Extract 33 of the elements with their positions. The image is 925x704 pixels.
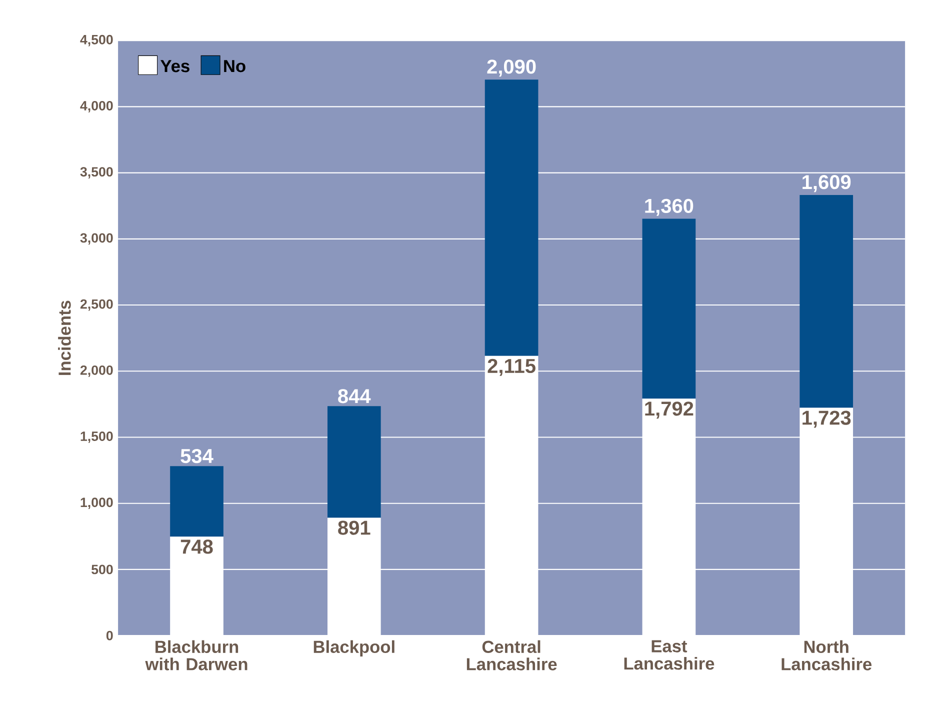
y-tick-label: 1,000 [80,498,113,510]
x-tick-label: East Lancashire [624,640,714,670]
data-label: 1,609 [802,175,851,192]
bar [327,406,381,518]
y-tick-label: 0 [106,630,113,640]
data-label: 891 [338,520,370,535]
bar [800,195,854,408]
x-tick-label: North Lancashire [782,640,872,670]
x-tick-label: Central Lancashire [466,640,557,670]
x-tick-label: Blackpool [314,640,394,656]
data-label: 2,115 [488,358,536,376]
y-tick-label: 3,000 [80,233,113,245]
y-tick-label: 2,000 [80,365,113,377]
x-tick-label: Blackburn with Darwen [145,640,248,670]
data-label: 1,792 [645,402,694,419]
bar [170,466,224,537]
legend-label: No [224,60,246,72]
y-tick-label: 4,500 [80,34,113,46]
y-tick-label: 4,000 [80,101,113,112]
data-label: 1,360 [645,198,694,216]
data-label: 534 [180,448,214,464]
y-tick-label: 500 [92,564,113,574]
y-tick-label: 3,500 [80,167,113,178]
bar [642,218,696,399]
y-tick-label: 1,500 [80,432,113,443]
legend-label: Yes [160,60,190,72]
data-label: 1,723 [802,410,851,428]
data-label: 2,090 [487,60,536,77]
bar [484,80,538,356]
data-label: 748 [180,540,213,554]
y-axis-title: Incidents [58,300,71,375]
data-label: 844 [338,389,371,404]
y-tick-label: 2,500 [80,299,113,311]
